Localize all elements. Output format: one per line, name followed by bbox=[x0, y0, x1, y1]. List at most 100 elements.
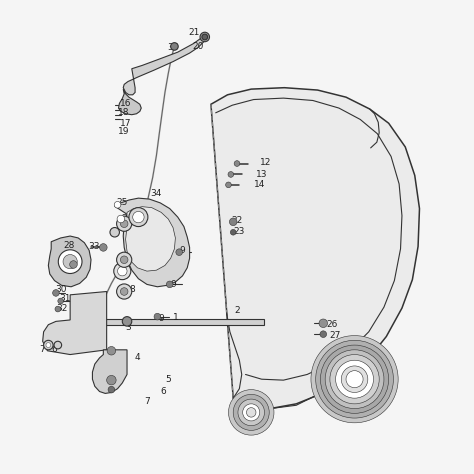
Text: 35: 35 bbox=[167, 43, 179, 52]
Circle shape bbox=[316, 340, 393, 418]
Circle shape bbox=[311, 336, 398, 423]
Text: 30: 30 bbox=[55, 285, 66, 293]
Circle shape bbox=[133, 211, 144, 223]
Text: 28: 28 bbox=[63, 241, 74, 250]
Circle shape bbox=[320, 345, 389, 413]
Polygon shape bbox=[80, 319, 264, 325]
Text: 33: 33 bbox=[88, 242, 100, 251]
Circle shape bbox=[129, 208, 148, 227]
Text: 26: 26 bbox=[326, 320, 337, 329]
Text: 16: 16 bbox=[120, 99, 131, 108]
Text: 8: 8 bbox=[129, 255, 135, 264]
Circle shape bbox=[122, 317, 132, 326]
Text: 10: 10 bbox=[137, 213, 148, 221]
Text: 3: 3 bbox=[125, 323, 131, 331]
Circle shape bbox=[117, 215, 125, 223]
Circle shape bbox=[325, 350, 384, 409]
Circle shape bbox=[120, 288, 128, 295]
Circle shape bbox=[108, 386, 115, 393]
Circle shape bbox=[55, 306, 61, 312]
Polygon shape bbox=[123, 35, 208, 95]
Text: 27: 27 bbox=[329, 331, 340, 340]
Polygon shape bbox=[126, 207, 175, 271]
Text: 1: 1 bbox=[173, 313, 178, 322]
Circle shape bbox=[154, 313, 161, 320]
Text: 34: 34 bbox=[150, 189, 161, 198]
Circle shape bbox=[114, 201, 121, 208]
Circle shape bbox=[100, 244, 107, 251]
Text: 9: 9 bbox=[180, 246, 185, 255]
Circle shape bbox=[230, 229, 236, 235]
Circle shape bbox=[228, 172, 234, 177]
Text: 21: 21 bbox=[189, 28, 200, 36]
Polygon shape bbox=[115, 198, 190, 287]
Circle shape bbox=[117, 252, 132, 267]
Circle shape bbox=[120, 220, 128, 228]
Text: 6: 6 bbox=[52, 346, 57, 354]
Circle shape bbox=[58, 250, 82, 273]
Text: 15: 15 bbox=[129, 228, 141, 237]
Circle shape bbox=[330, 355, 379, 404]
Circle shape bbox=[166, 281, 173, 288]
Text: 11: 11 bbox=[118, 266, 129, 274]
Circle shape bbox=[110, 228, 119, 237]
Text: 32: 32 bbox=[56, 304, 67, 312]
Text: 23: 23 bbox=[234, 227, 245, 236]
Circle shape bbox=[70, 261, 77, 268]
Circle shape bbox=[44, 340, 53, 350]
Text: 9: 9 bbox=[158, 314, 164, 323]
Circle shape bbox=[114, 263, 131, 280]
Circle shape bbox=[233, 394, 269, 430]
Text: 14: 14 bbox=[254, 181, 265, 189]
Circle shape bbox=[107, 375, 116, 385]
Text: 9: 9 bbox=[170, 280, 176, 289]
Circle shape bbox=[320, 331, 327, 337]
Circle shape bbox=[243, 404, 260, 421]
Polygon shape bbox=[211, 88, 419, 409]
Circle shape bbox=[117, 284, 132, 299]
Text: 22: 22 bbox=[231, 216, 243, 225]
Text: 7: 7 bbox=[39, 346, 45, 354]
Text: 18: 18 bbox=[118, 109, 130, 117]
Text: 8: 8 bbox=[129, 218, 135, 226]
Circle shape bbox=[226, 182, 231, 188]
Circle shape bbox=[171, 43, 178, 50]
Text: 6: 6 bbox=[161, 387, 166, 395]
Circle shape bbox=[228, 390, 274, 435]
Circle shape bbox=[336, 360, 374, 398]
Text: 24: 24 bbox=[121, 215, 133, 223]
Circle shape bbox=[234, 161, 240, 166]
Text: 20: 20 bbox=[192, 42, 204, 51]
Text: 8: 8 bbox=[129, 285, 135, 293]
Circle shape bbox=[246, 408, 256, 417]
Circle shape bbox=[238, 399, 264, 426]
Circle shape bbox=[46, 343, 51, 347]
Text: 13: 13 bbox=[256, 170, 267, 179]
Circle shape bbox=[107, 346, 116, 355]
Circle shape bbox=[120, 256, 128, 264]
Text: 4: 4 bbox=[135, 354, 140, 362]
Polygon shape bbox=[48, 236, 91, 287]
Text: 29: 29 bbox=[69, 260, 81, 269]
Circle shape bbox=[229, 218, 237, 226]
Polygon shape bbox=[118, 89, 141, 115]
Circle shape bbox=[176, 249, 182, 255]
Circle shape bbox=[200, 32, 210, 42]
Polygon shape bbox=[43, 292, 107, 355]
Circle shape bbox=[118, 266, 127, 276]
Text: 17: 17 bbox=[120, 119, 131, 128]
Circle shape bbox=[63, 255, 77, 269]
Circle shape bbox=[117, 216, 132, 231]
Text: 12: 12 bbox=[260, 158, 271, 166]
Text: 25: 25 bbox=[117, 199, 128, 207]
Text: 2: 2 bbox=[234, 306, 240, 315]
Text: 5: 5 bbox=[165, 375, 171, 383]
Circle shape bbox=[54, 341, 62, 349]
Circle shape bbox=[202, 34, 208, 40]
Text: 19: 19 bbox=[118, 128, 130, 136]
Text: 7: 7 bbox=[144, 398, 150, 406]
Circle shape bbox=[346, 371, 363, 388]
Circle shape bbox=[319, 319, 328, 328]
Circle shape bbox=[58, 298, 64, 304]
Text: 31: 31 bbox=[60, 294, 71, 303]
